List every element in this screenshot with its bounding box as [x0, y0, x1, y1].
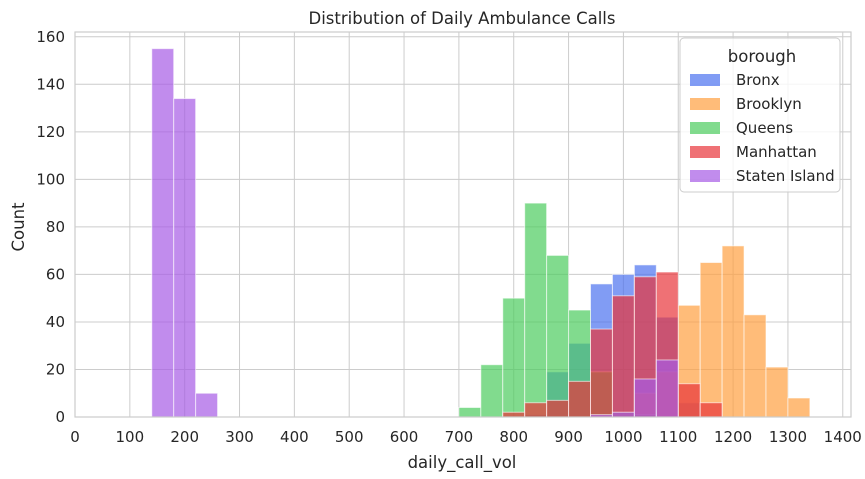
x-tick-label: 1300 — [769, 428, 807, 446]
bar-queens — [480, 364, 504, 418]
bar-manhattan — [677, 383, 701, 418]
x-axis-ticks: 0 100 200 300 400 500 600 700 800 900 1000 1100 1200… — [70, 428, 862, 446]
x-tick-label: 0 — [70, 428, 80, 446]
y-tick-label: 100 — [36, 170, 65, 188]
y-tick-label: 0 — [55, 408, 65, 426]
bar-brooklyn — [765, 366, 789, 418]
legend-swatch-brooklyn — [690, 98, 720, 110]
legend-swatch-bronx — [690, 74, 720, 86]
y-axis-ticks: 0 20 40 60 80 100 120 140 160 — [36, 28, 65, 426]
bar-queens — [458, 406, 482, 418]
x-tick-label: 1000 — [604, 428, 642, 446]
bar-brooklyn — [721, 245, 745, 418]
legend-swatch-manhattan — [690, 146, 720, 158]
x-tick-label: 900 — [554, 428, 583, 446]
bar-staten-island — [195, 392, 219, 418]
legend-swatch-queens — [690, 122, 720, 134]
y-tick-label: 20 — [46, 360, 65, 378]
bar-brooklyn — [699, 262, 723, 418]
chart-title: Distribution of Daily Ambulance Calls — [309, 9, 616, 28]
y-tick-label: 160 — [36, 28, 65, 46]
y-tick-label: 60 — [46, 265, 65, 283]
legend-label-staten-island: Staten Island — [736, 167, 835, 185]
legend-swatch-staten-island — [690, 170, 720, 182]
x-tick-label: 500 — [335, 428, 364, 446]
y-tick-label: 80 — [46, 218, 65, 236]
plot-border — [74, 31, 852, 418]
bar-staten-island — [173, 98, 197, 418]
bar-staten-island — [611, 411, 635, 418]
legend-label-manhattan: Manhattan — [736, 143, 817, 161]
legend-items: Bronx Brooklyn Queens Manhattan Staten Islan… — [690, 71, 835, 185]
y-tick-label: 140 — [36, 75, 65, 93]
bar-manhattan — [502, 411, 526, 418]
legend-label-queens: Queens — [736, 119, 793, 137]
x-tick-label: 300 — [225, 428, 254, 446]
x-tick-label: 200 — [170, 428, 199, 446]
bar-manhattan — [568, 380, 592, 418]
legend-label-bronx: Bronx — [736, 71, 780, 89]
bar-manhattan — [590, 328, 613, 418]
y-axis-label: Count — [9, 202, 28, 252]
bar-manhattan — [546, 399, 570, 418]
bar-queens — [524, 202, 548, 418]
x-tick-label: 100 — [116, 428, 145, 446]
y-tick-label: 120 — [36, 123, 65, 141]
bar-queens — [546, 254, 570, 418]
bar-brooklyn — [787, 397, 811, 418]
x-tick-label: 1100 — [659, 428, 697, 446]
bar-queens — [502, 297, 526, 418]
plot-frame — [74, 31, 852, 418]
x-tick-label: 1400 — [824, 428, 862, 446]
legend-label-brooklyn: Brooklyn — [736, 95, 802, 113]
bar-manhattan — [699, 402, 723, 418]
x-tick-label: 1200 — [714, 428, 752, 446]
x-tick-label: 700 — [445, 428, 474, 446]
legend-title: borough — [728, 47, 796, 66]
bar-manhattan — [611, 295, 635, 418]
bar-brooklyn — [743, 314, 767, 418]
bar-manhattan — [524, 402, 548, 418]
x-axis-label: daily_call_vol — [408, 453, 517, 473]
y-tick-label: 40 — [46, 313, 65, 331]
legend: borough Bronx Brooklyn Queens Manhattan Stat… — [679, 37, 841, 193]
x-tick-label: 800 — [499, 428, 528, 446]
x-tick-label: 400 — [280, 428, 309, 446]
bar-staten-island — [655, 359, 679, 418]
x-tick-label: 600 — [390, 428, 419, 446]
bar-staten-island — [633, 378, 657, 418]
bars — [151, 48, 811, 418]
bar-staten-island — [151, 48, 175, 418]
